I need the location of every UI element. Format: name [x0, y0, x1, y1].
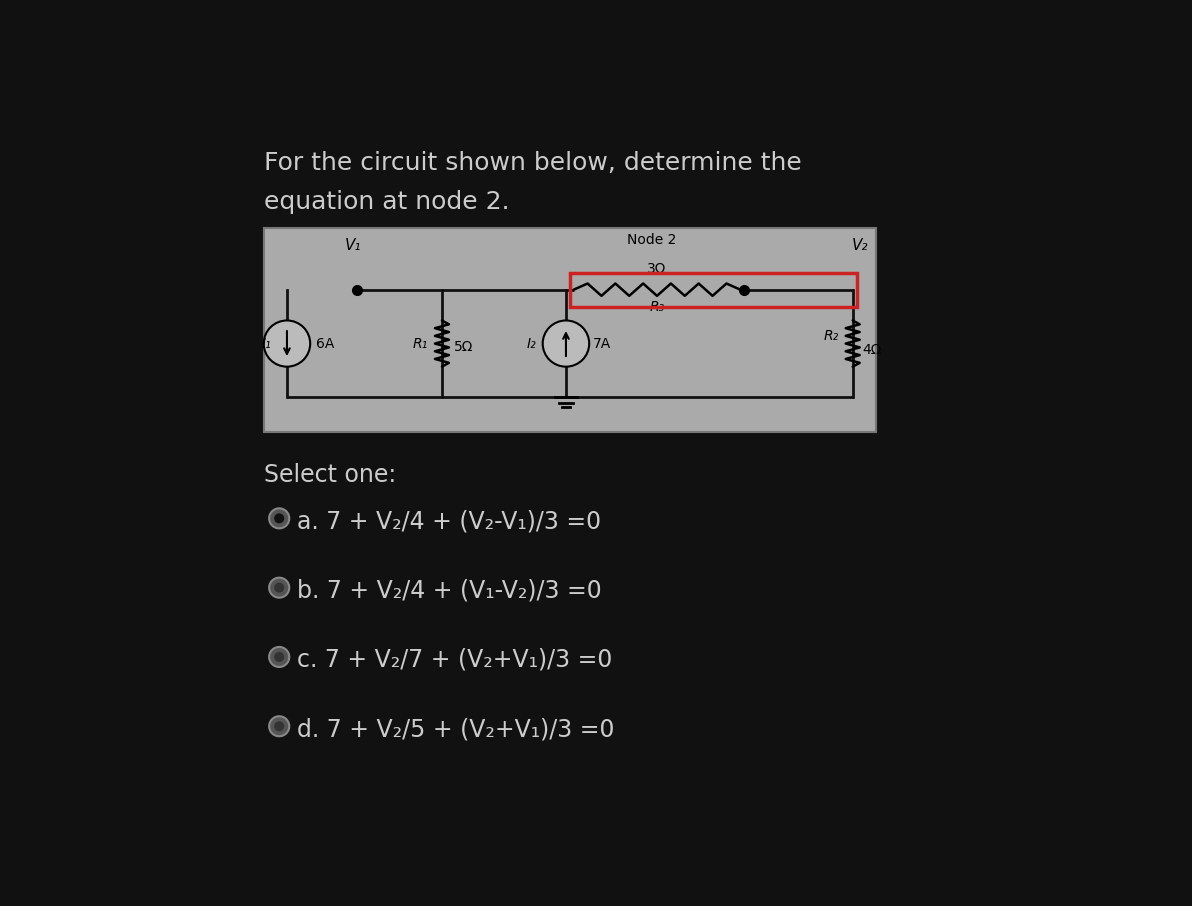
Text: R₃: R₃ — [650, 301, 665, 314]
Text: R₁: R₁ — [412, 336, 428, 351]
Text: equation at node 2.: equation at node 2. — [263, 189, 509, 214]
Circle shape — [542, 321, 589, 367]
Text: V₂: V₂ — [852, 237, 869, 253]
Circle shape — [274, 583, 284, 593]
Bar — [570, 273, 857, 306]
Text: I₂: I₂ — [527, 336, 536, 351]
Text: c. 7 + V₂/7 + (V₂+V₁)/3 =0: c. 7 + V₂/7 + (V₂+V₁)/3 =0 — [297, 648, 613, 671]
Circle shape — [269, 508, 290, 528]
Circle shape — [269, 647, 290, 667]
Bar — [263, 228, 876, 432]
Text: 7A: 7A — [594, 336, 611, 351]
Text: Select one:: Select one: — [263, 463, 396, 487]
Circle shape — [274, 652, 284, 662]
Text: For the circuit shown below, determine the: For the circuit shown below, determine t… — [263, 151, 801, 175]
Text: a. 7 + V₂/4 + (V₂-V₁)/3 =0: a. 7 + V₂/4 + (V₂-V₁)/3 =0 — [297, 509, 601, 533]
Text: I₁: I₁ — [262, 336, 272, 351]
Text: 6A: 6A — [316, 336, 335, 351]
Text: R₂: R₂ — [824, 329, 839, 342]
Text: 3Ω: 3Ω — [647, 262, 666, 275]
Circle shape — [269, 717, 290, 737]
Circle shape — [263, 321, 310, 367]
Text: 4Ω: 4Ω — [862, 342, 881, 357]
Text: V₁: V₁ — [344, 237, 361, 253]
Circle shape — [274, 721, 284, 731]
Circle shape — [269, 578, 290, 598]
Text: 5Ω: 5Ω — [454, 341, 473, 354]
Text: b. 7 + V₂/4 + (V₁-V₂)/3 =0: b. 7 + V₂/4 + (V₁-V₂)/3 =0 — [297, 578, 602, 602]
Text: Node 2: Node 2 — [627, 234, 677, 247]
Text: d. 7 + V₂/5 + (V₂+V₁)/3 =0: d. 7 + V₂/5 + (V₂+V₁)/3 =0 — [297, 717, 615, 741]
Circle shape — [274, 514, 284, 524]
